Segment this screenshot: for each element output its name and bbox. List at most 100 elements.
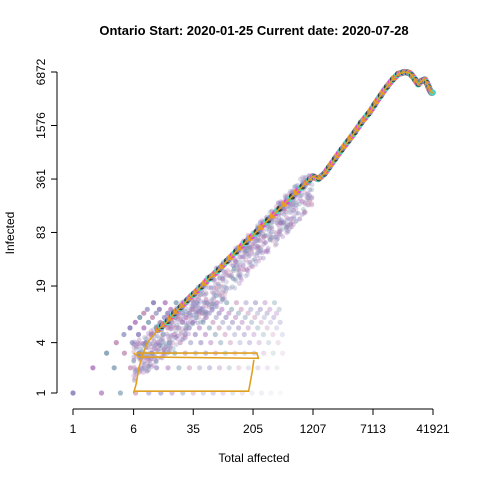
- sim-point: [287, 216, 293, 222]
- sim-point: [261, 238, 266, 244]
- sim-point: [305, 202, 310, 208]
- sim-point: [247, 259, 253, 265]
- sim-point: [213, 282, 218, 287]
- trajectory-line: [132, 71, 433, 394]
- sim-point: [213, 314, 219, 320]
- sim-point: [158, 337, 164, 342]
- sim-point: [239, 277, 244, 283]
- trajectory-loop: [133, 352, 260, 360]
- sim-point: [272, 234, 278, 240]
- sim-point: [208, 285, 214, 291]
- sim-point: [149, 364, 155, 370]
- sim-point: [288, 222, 294, 227]
- sim-point: [154, 333, 160, 339]
- sim-point: [140, 360, 146, 366]
- sim-point: [206, 285, 212, 291]
- sim-point: [132, 342, 138, 347]
- sim-point: [132, 339, 138, 345]
- sim-point: [245, 365, 251, 371]
- sim-point: [135, 341, 141, 347]
- sim-point: [218, 299, 224, 305]
- sim-point: [211, 301, 217, 306]
- sim-point: [306, 202, 312, 208]
- sim-point: [275, 340, 281, 346]
- sim-point: [154, 365, 160, 371]
- sim-point: [158, 345, 164, 351]
- sim-point: [200, 291, 206, 297]
- sim-point: [287, 205, 293, 210]
- sim-point: [256, 236, 261, 242]
- sim-point: [287, 221, 293, 227]
- sim-point: [209, 297, 215, 303]
- sim-point: [131, 364, 137, 370]
- sim-point: [267, 306, 273, 312]
- sim-point: [166, 340, 172, 346]
- sim-point: [206, 302, 212, 308]
- sim-point: [266, 235, 272, 240]
- sim-point: [221, 284, 227, 289]
- sim-point: [166, 343, 172, 349]
- sim-point: [281, 221, 286, 226]
- sim-point: [137, 340, 143, 346]
- sim-point: [192, 318, 198, 324]
- sim-point: [241, 266, 247, 272]
- sim-point: [161, 347, 166, 352]
- sim-point: [237, 259, 243, 265]
- sim-point: [180, 326, 186, 331]
- sim-point: [262, 233, 268, 239]
- sim-point: [219, 284, 224, 290]
- sim-point: [309, 187, 315, 193]
- sim-point: [257, 255, 263, 261]
- sim-point: [200, 310, 206, 316]
- sim-point: [206, 325, 212, 331]
- sim-point: [234, 258, 239, 264]
- sim-point: [173, 328, 179, 334]
- sim-point: [268, 390, 274, 396]
- sim-point: [286, 207, 292, 212]
- sim-point: [297, 201, 302, 207]
- sim-point: [209, 308, 215, 313]
- sim-point: [277, 226, 282, 231]
- y-axis-label: Infected: [3, 212, 17, 255]
- sim-point: [161, 347, 167, 353]
- sim-point: [159, 333, 165, 339]
- sim-point: [255, 325, 261, 331]
- sim-point: [248, 306, 254, 312]
- sim-point: [278, 232, 283, 238]
- sim-point: [161, 347, 167, 353]
- sim-point: [211, 290, 217, 296]
- sim-point: [195, 320, 201, 326]
- sim-point: [256, 340, 262, 346]
- sim-point: [172, 325, 178, 330]
- sim-point: [276, 229, 282, 235]
- sim-point: [151, 343, 157, 349]
- sim-point: [247, 244, 252, 250]
- sim-point: [277, 231, 282, 237]
- plot-area: [70, 68, 436, 396]
- sim-point: [213, 301, 219, 307]
- sim-point: [244, 267, 250, 272]
- sim-point: [279, 222, 285, 227]
- sim-point: [98, 390, 105, 396]
- sim-point: [284, 215, 289, 220]
- sim-point: [223, 314, 229, 320]
- sim-point: [237, 281, 242, 286]
- sim-point: [177, 340, 183, 346]
- sim-point: [280, 350, 286, 356]
- sim-point: [145, 364, 151, 369]
- sim-point: [173, 335, 179, 340]
- sim-point: [237, 273, 243, 279]
- sim-point: [144, 368, 150, 374]
- sim-point: [249, 244, 255, 250]
- sim-point: [212, 277, 218, 283]
- sim-point: [303, 210, 308, 215]
- sim-point: [252, 238, 258, 244]
- sim-point: [239, 319, 245, 325]
- sim-point: [245, 325, 251, 331]
- sim-point: [132, 319, 138, 325]
- sim-point: [228, 274, 234, 279]
- sim-point: [277, 390, 283, 396]
- sim-point: [196, 297, 201, 302]
- sim-point: [229, 306, 235, 312]
- sim-point: [224, 300, 230, 306]
